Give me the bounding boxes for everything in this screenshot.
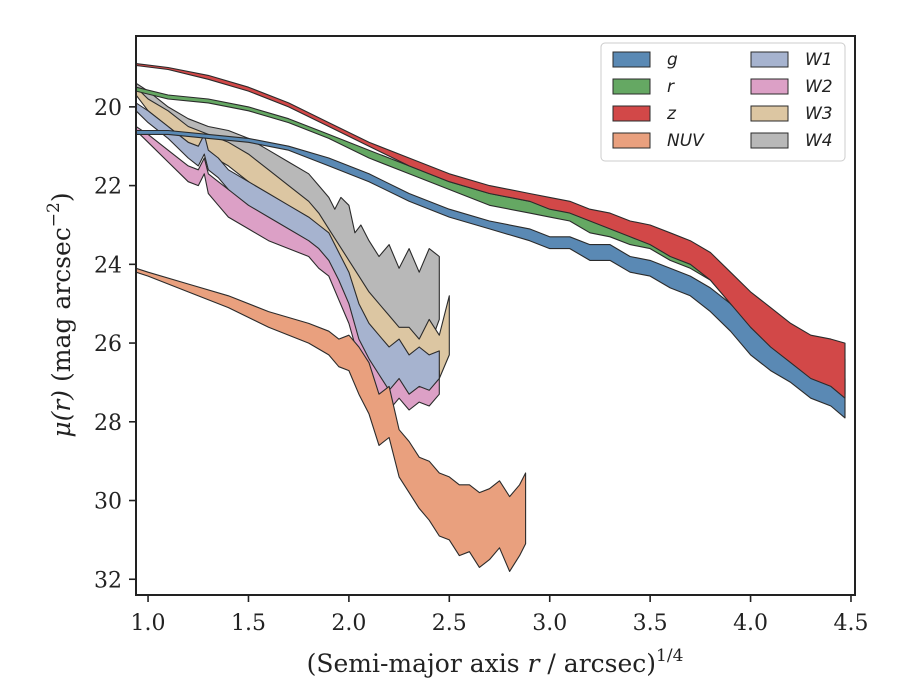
legend-swatch-g bbox=[612, 51, 651, 68]
plot-frame bbox=[135, 35, 856, 596]
legend-swatch-w2 bbox=[750, 78, 789, 95]
band-nuv bbox=[136, 267, 527, 572]
legend-label-z: z bbox=[666, 104, 677, 124]
legend-label-w4: W4 bbox=[805, 131, 833, 151]
band-g bbox=[136, 129, 846, 419]
legend-items: grz NUV W1 W2 W3 W4 bbox=[612, 50, 833, 151]
y-tick-label: 22 bbox=[94, 175, 122, 200]
x-tick-label: 2.0 bbox=[331, 611, 366, 636]
y-tick-label: 20 bbox=[94, 96, 122, 121]
legend-swatch-r bbox=[612, 78, 651, 95]
x-tick-label: 3.0 bbox=[532, 611, 567, 636]
y-axis-label: μ(r) (mag arcsec−2) bbox=[44, 192, 76, 437]
legend-swatch-z bbox=[612, 105, 651, 122]
y-tick-label: 24 bbox=[94, 253, 122, 278]
x-tick-label: 4.5 bbox=[833, 611, 868, 636]
band-z bbox=[136, 63, 846, 399]
y-tick-label: 30 bbox=[94, 490, 122, 515]
profile-bands bbox=[136, 63, 846, 572]
x-axis-label: (Semi-major axis r / arcsec)1/4 bbox=[307, 646, 684, 678]
legend-swatch-w4 bbox=[750, 132, 789, 149]
legend-label-nuv: NUV bbox=[667, 131, 705, 151]
legend-swatch-w3 bbox=[750, 105, 789, 122]
y-tick-label: 28 bbox=[94, 411, 122, 436]
x-axis: 1.0 1.5 2.0 2.5 3.0 3.5 4.0 4.5 bbox=[131, 595, 868, 636]
legend: grz NUV W1 W2 W3 W4 bbox=[600, 42, 846, 162]
legend-label-w3: W3 bbox=[805, 104, 833, 124]
legend-swatch-nuv bbox=[612, 132, 651, 149]
x-tick-label: 1.0 bbox=[131, 611, 166, 636]
legend-label-w2: W2 bbox=[805, 77, 833, 97]
x-tick-label: 1.5 bbox=[231, 611, 266, 636]
band-w1 bbox=[136, 102, 440, 395]
legend-label-g: g bbox=[667, 50, 678, 70]
x-tick-label: 4.0 bbox=[733, 611, 768, 636]
y-tick-label: 26 bbox=[94, 332, 122, 357]
legend-label-r: r bbox=[667, 77, 675, 97]
legend-box bbox=[600, 42, 846, 162]
y-axis: 20 22 24 26 28 30 32 bbox=[94, 96, 136, 593]
x-tick-label: 2.5 bbox=[432, 611, 467, 636]
x-tick-label: 3.5 bbox=[633, 611, 668, 636]
legend-label-w1: W1 bbox=[805, 50, 833, 70]
y-tick-label: 32 bbox=[94, 568, 122, 593]
legend-swatch-w1 bbox=[750, 51, 789, 68]
